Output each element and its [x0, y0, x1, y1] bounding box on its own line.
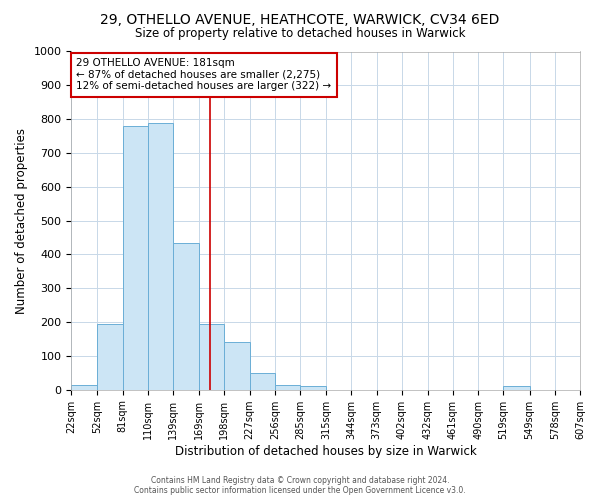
Bar: [122, 126, 148, 390]
Text: Contains HM Land Registry data © Crown copyright and database right 2024.
Contai: Contains HM Land Registry data © Crown c…: [134, 476, 466, 495]
Bar: [148, 122, 173, 390]
Text: Size of property relative to detached houses in Warwick: Size of property relative to detached ho…: [135, 28, 465, 40]
X-axis label: Distribution of detached houses by size in Warwick: Distribution of detached houses by size …: [175, 444, 476, 458]
Y-axis label: Number of detached properties: Number of detached properties: [15, 128, 28, 314]
Text: 29, OTHELLO AVENUE, HEATHCOTE, WARWICK, CV34 6ED: 29, OTHELLO AVENUE, HEATHCOTE, WARWICK, …: [100, 12, 500, 26]
Bar: [224, 342, 250, 390]
Bar: [199, 324, 224, 390]
Bar: [300, 386, 326, 390]
Bar: [173, 242, 199, 390]
Text: 29 OTHELLO AVENUE: 181sqm
← 87% of detached houses are smaller (2,275)
12% of se: 29 OTHELLO AVENUE: 181sqm ← 87% of detac…: [76, 58, 331, 92]
Bar: [71, 384, 97, 390]
Bar: [97, 324, 122, 390]
Bar: [250, 373, 275, 390]
Bar: [275, 384, 300, 390]
Bar: [503, 386, 530, 390]
